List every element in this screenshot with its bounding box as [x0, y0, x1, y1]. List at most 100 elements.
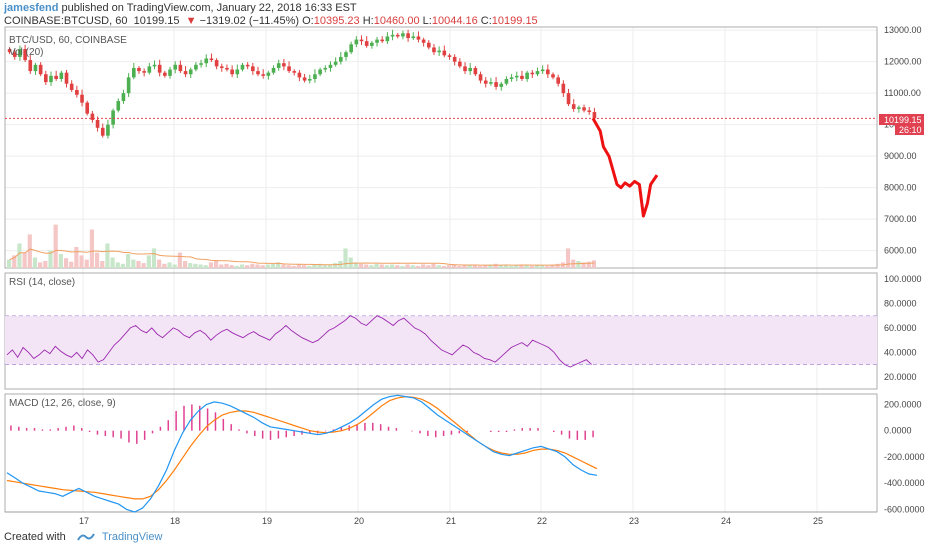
- volume-bar: [317, 263, 322, 268]
- candle-body: [178, 64, 183, 72]
- volume-bar: [146, 255, 151, 268]
- volume-bar: [224, 263, 229, 268]
- candle-body: [328, 64, 333, 68]
- volume-bar: [214, 261, 219, 268]
- candle-body: [525, 72, 529, 79]
- volume-bar: [452, 264, 457, 268]
- volume-bar: [312, 264, 317, 268]
- rsi-pane: [5, 315, 877, 368]
- volume-bar: [286, 265, 291, 268]
- candle-body: [421, 39, 426, 43]
- candle-body: [121, 93, 126, 102]
- candle-body: [447, 55, 452, 57]
- volume-bar: [136, 261, 141, 268]
- volume-bar: [333, 263, 338, 268]
- volume-bar: [441, 265, 446, 268]
- candle-body: [69, 83, 74, 91]
- volume-bar: [488, 264, 493, 268]
- price-tick-label: 8000.00: [884, 183, 917, 193]
- candle-body: [582, 107, 586, 111]
- ohlc-h-value: 10460.00: [373, 15, 420, 27]
- x-tick-label: 17: [79, 516, 89, 526]
- ohlc-h-key: H:: [362, 15, 374, 27]
- candle-body: [163, 72, 167, 76]
- candle-body: [504, 78, 509, 84]
- volume-bar: [410, 265, 415, 268]
- volume-bar: [203, 265, 208, 268]
- pane-frame-1: [4, 26, 878, 269]
- tradingview-link[interactable]: TradingView: [101, 531, 163, 543]
- volume-bar: [74, 247, 79, 268]
- candle-body: [566, 93, 571, 105]
- candle-body: [33, 64, 38, 72]
- candle-body: [214, 60, 219, 67]
- x-tick-label: 24: [721, 516, 731, 526]
- candle-body: [137, 67, 141, 72]
- volume-bar: [498, 265, 503, 268]
- candle-body: [571, 104, 576, 109]
- volume-bar: [296, 264, 301, 268]
- candle-body: [18, 49, 22, 57]
- volume-bar: [581, 262, 586, 268]
- volume-bar: [374, 263, 379, 268]
- price-candles: [5, 29, 877, 139]
- volume-bar: [193, 263, 198, 268]
- volume-bar: [534, 264, 540, 268]
- ohlc-o-value: 10395.23: [313, 15, 360, 27]
- candle-body: [297, 72, 302, 78]
- candle-body: [359, 39, 364, 42]
- candle-body: [349, 44, 353, 53]
- macd-signal-line: [6, 395, 598, 500]
- volume-bar: [120, 263, 126, 268]
- down-arrow-icon: ▼: [185, 15, 197, 27]
- candle-body: [157, 64, 162, 73]
- volume-bar: [239, 264, 245, 268]
- volume-bar: [105, 243, 110, 268]
- projection-path: [591, 117, 659, 218]
- volume-bar: [343, 248, 348, 268]
- candle-body: [266, 72, 271, 76]
- candle-body: [395, 34, 400, 37]
- volume-bar: [167, 262, 172, 268]
- candle-body: [354, 39, 359, 45]
- candle-body: [209, 58, 214, 61]
- volume-bar: [307, 265, 312, 268]
- candle-body: [556, 77, 560, 84]
- volume-bar: [524, 265, 529, 268]
- x-tick-label: 18: [170, 516, 180, 526]
- publish-line: jamesfend published on TradingView.com, …: [4, 1, 357, 16]
- candle-body: [111, 110, 115, 125]
- volume-bar: [389, 264, 395, 268]
- volume-bar: [519, 264, 524, 268]
- candle-body: [577, 107, 581, 109]
- candle-body: [364, 41, 369, 46]
- volume-bar: [84, 259, 89, 268]
- candle-body: [535, 71, 540, 75]
- x-tick-label: 19: [262, 516, 272, 526]
- volume-bar: [540, 265, 545, 268]
- volume-bar: [457, 265, 462, 268]
- rsi-tick-label: 40.0000: [884, 347, 917, 357]
- author-link[interactable]: jamesfend: [4, 2, 59, 14]
- candle-body: [302, 77, 307, 81]
- candle-body: [194, 64, 198, 70]
- volume-bar: [302, 265, 307, 268]
- volume-bar: [69, 261, 74, 268]
- projection-drawing: [591, 117, 659, 218]
- price-tick-label: 12000.00: [884, 57, 922, 67]
- volume-bar: [358, 263, 364, 268]
- volume-bar: [182, 261, 188, 268]
- price-tick-label: 9000.00: [884, 151, 917, 161]
- candle-body: [318, 69, 322, 75]
- candle-body: [152, 64, 157, 67]
- candle-body: [173, 64, 178, 70]
- candle-body: [442, 50, 447, 56]
- candle-body: [230, 69, 234, 75]
- candle-body: [116, 101, 121, 111]
- ohlc-l-key: L:: [422, 15, 432, 27]
- volume-bar: [276, 262, 281, 268]
- volume-bar: [131, 259, 136, 268]
- candle-body: [90, 113, 95, 120]
- volume-bar: [322, 265, 327, 268]
